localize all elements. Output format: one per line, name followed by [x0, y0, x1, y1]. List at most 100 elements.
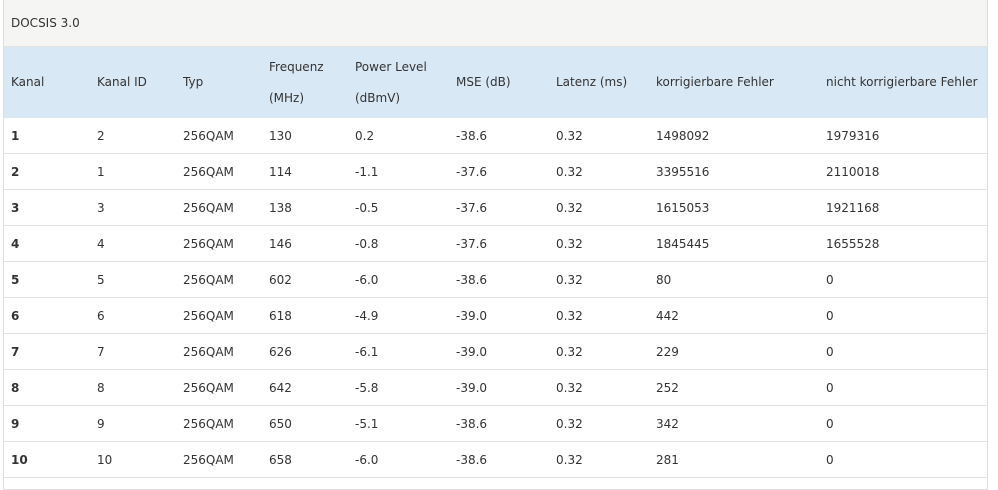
table-cell: 1 [4, 118, 90, 154]
table-cell: 1615053 [649, 189, 819, 226]
table-cell: -37.6 [449, 153, 549, 190]
table-row: 7 7 256QAM 626 -6.1 -39.0 0.32 229 0 [4, 333, 987, 370]
table-cell: 4 [90, 225, 176, 262]
column-header: Typ [176, 47, 262, 118]
table-cell: 0.32 [549, 118, 649, 154]
table-cell: 650 [262, 405, 348, 442]
column-header: Frequenz (MHz) [262, 47, 348, 118]
table-cell: 1979316 [819, 118, 987, 154]
column-header: Latenz (ms) [549, 47, 649, 118]
table-cell: -38.6 [449, 118, 549, 154]
table-cell: 6 [90, 297, 176, 334]
table-cell: -37.6 [449, 189, 549, 226]
header-row: Kanal Kanal ID Typ Frequenz (MHz) Power Leve… [4, 47, 987, 118]
table-cell: -38.6 [449, 441, 549, 478]
table-cell: 10 [90, 441, 176, 478]
column-header: MSE (dB) [449, 47, 549, 118]
table-cell: 0 [819, 369, 987, 406]
table-cell: 0 [819, 405, 987, 442]
table-cell: 642 [262, 369, 348, 406]
table-cell: 10 [4, 441, 90, 478]
table-cell: 256QAM [176, 369, 262, 406]
table-cell: -0.8 [348, 225, 449, 262]
table-cell: 138 [262, 189, 348, 226]
table-cell: 0.32 [549, 189, 649, 226]
table-cell: 1921168 [819, 189, 987, 226]
table-cell: 0 [819, 333, 987, 370]
table-cell: 442 [649, 297, 819, 334]
table-cell: 7 [4, 333, 90, 370]
table-row: 1 2 256QAM 130 0.2 -38.6 0.32 1498092 1979316 [4, 118, 987, 154]
table-cell: 2 [90, 118, 176, 154]
column-header: Kanal ID [90, 47, 176, 118]
table-cell: 5 [4, 261, 90, 298]
table-cell: 1 [90, 153, 176, 190]
table-cell: 256QAM [176, 333, 262, 370]
docsis-panel: DOCSIS 3.0 Kanal Kanal ID Typ Frequenz (MHz… [3, 0, 988, 490]
table-cell: 256QAM [176, 189, 262, 226]
table-cell: -5.8 [348, 369, 449, 406]
table-cell: 0 [819, 261, 987, 298]
table-row: 8 8 256QAM 642 -5.8 -39.0 0.32 252 0 [4, 369, 987, 406]
table-cell: 3 [4, 189, 90, 226]
table-cell: 1655528 [819, 225, 987, 262]
table-cell: 8 [4, 369, 90, 406]
table-row: 4 4 256QAM 146 -0.8 -37.6 0.32 1845445 1655528 [4, 225, 987, 262]
table-cell: 0.32 [549, 261, 649, 298]
table-cell: 602 [262, 261, 348, 298]
channel-table: Kanal Kanal ID Typ Frequenz (MHz) Power Leve… [4, 47, 987, 478]
table-row: 6 6 256QAM 618 -4.9 -39.0 0.32 442 0 [4, 297, 987, 334]
table-row: 3 3 256QAM 138 -0.5 -37.6 0.32 1615053 1921168 [4, 189, 987, 226]
table-cell: 618 [262, 297, 348, 334]
table-cell: 0.32 [549, 441, 649, 478]
table-cell: 252 [649, 369, 819, 406]
table-row: 2 1 256QAM 114 -1.1 -37.6 0.32 3395516 2110018 [4, 153, 987, 190]
table-cell: -38.6 [449, 405, 549, 442]
table-cell: 256QAM [176, 225, 262, 262]
table-cell: 0.32 [549, 153, 649, 190]
table-cell: 9 [90, 405, 176, 442]
table-cell: 658 [262, 441, 348, 478]
table-cell: 256QAM [176, 118, 262, 154]
table-cell: 1845445 [649, 225, 819, 262]
table-cell: 2 [4, 153, 90, 190]
table-cell: 9 [4, 405, 90, 442]
column-header: korrigierbare Fehler [649, 47, 819, 118]
table-cell: 256QAM [176, 405, 262, 442]
table-cell: -39.0 [449, 369, 549, 406]
table-cell: 256QAM [176, 261, 262, 298]
table-cell: 0.32 [549, 405, 649, 442]
table-cell: 342 [649, 405, 819, 442]
table-cell: 256QAM [176, 297, 262, 334]
table-cell: 0 [819, 297, 987, 334]
table-cell: 3395516 [649, 153, 819, 190]
column-header: Power Level (dBmV) [348, 47, 449, 118]
table-row: 9 9 256QAM 650 -5.1 -38.6 0.32 342 0 [4, 405, 987, 442]
table-cell: 1498092 [649, 118, 819, 154]
table-cell: 5 [90, 261, 176, 298]
table-cell: 0.32 [549, 369, 649, 406]
table-cell: 0.32 [549, 297, 649, 334]
table-cell: 0.2 [348, 118, 449, 154]
table-cell: -6.1 [348, 333, 449, 370]
table-body: 1 2 256QAM 130 0.2 -38.6 0.32 1498092 1979316 2 1 2… [4, 118, 987, 478]
table-cell: -4.9 [348, 297, 449, 334]
table-cell: -0.5 [348, 189, 449, 226]
table-cell: 114 [262, 153, 348, 190]
table-cell: 0.32 [549, 333, 649, 370]
table-cell: -6.0 [348, 261, 449, 298]
table-row: 5 5 256QAM 602 -6.0 -38.6 0.32 80 0 [4, 261, 987, 298]
table-cell: 4 [4, 225, 90, 262]
table-cell: 3 [90, 189, 176, 226]
table-cell: 0.32 [549, 225, 649, 262]
table-cell: -6.0 [348, 441, 449, 478]
table-cell: 8 [90, 369, 176, 406]
table-cell: -1.1 [348, 153, 449, 190]
column-header: Kanal [4, 47, 90, 118]
table-cell: 2110018 [819, 153, 987, 190]
table-cell: -38.6 [449, 261, 549, 298]
table-cell: 626 [262, 333, 348, 370]
table-cell: -39.0 [449, 333, 549, 370]
